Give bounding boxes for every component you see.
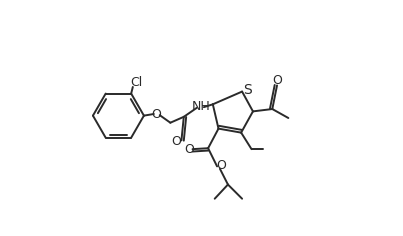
Text: O: O [272, 74, 282, 87]
Text: O: O [152, 108, 162, 121]
Text: Cl: Cl [131, 76, 143, 89]
Text: O: O [216, 159, 226, 172]
Text: O: O [184, 143, 194, 156]
Text: O: O [171, 135, 181, 148]
Text: S: S [243, 83, 252, 97]
Text: NH: NH [192, 100, 210, 113]
